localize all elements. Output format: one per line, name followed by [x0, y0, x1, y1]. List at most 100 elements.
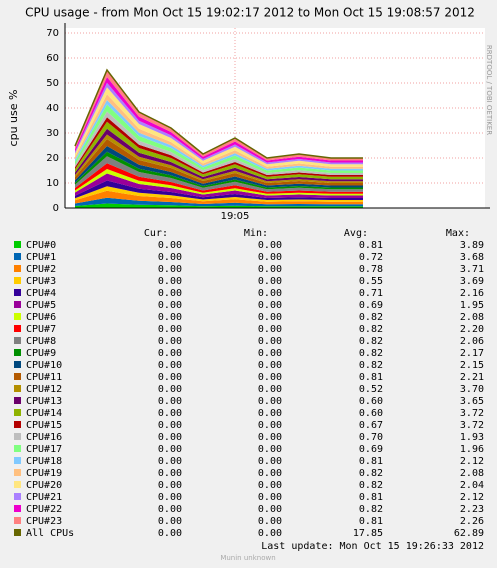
legend-stat: 0.81: [359, 372, 383, 383]
legend-label: CPU#17: [26, 444, 62, 455]
legend-label: CPU#16: [26, 432, 62, 443]
x-tick-label: 19:05: [221, 211, 250, 222]
legend-stat: 0.00: [258, 372, 282, 383]
area: [75, 180, 363, 200]
legend-label: CPU#20: [26, 480, 62, 491]
legend-stat: 2.12: [460, 456, 484, 467]
legend-stat: 3.68: [460, 252, 484, 263]
legend-stat: 3.72: [460, 408, 484, 419]
legend-stat: 0.00: [158, 480, 182, 491]
footer: Munin unknown: [220, 554, 275, 562]
legend-stat: 0.00: [258, 300, 282, 311]
legend-label: CPU#9: [26, 348, 56, 359]
legend-swatch: [14, 289, 21, 296]
legend-stat: 3.89: [460, 240, 484, 251]
legend-swatch: [14, 277, 21, 284]
legend-stat: 0.00: [158, 336, 182, 347]
legend-stat: 2.15: [460, 360, 484, 371]
y-tick-label: 70: [46, 28, 59, 39]
legend-stat: 1.95: [460, 300, 484, 311]
legend-swatch: [14, 529, 21, 536]
area: [75, 121, 363, 180]
legend-stat: 0.00: [258, 408, 282, 419]
legend-stat: 0.52: [359, 384, 383, 395]
legend-swatch: [14, 493, 21, 500]
legend-label: CPU#1: [26, 252, 56, 263]
legend-stat: 2.08: [460, 468, 484, 479]
legend-stat: 0.00: [258, 516, 282, 527]
legend-stat: 0.00: [258, 444, 282, 455]
legend-label: CPU#5: [26, 300, 56, 311]
legend-stat: 2.16: [460, 288, 484, 299]
legend-stat: 1.96: [460, 444, 484, 455]
legend-stat: 0.00: [158, 324, 182, 335]
legend-stat: 0.78: [359, 264, 383, 275]
legend-stat: 0.00: [258, 360, 282, 371]
area: [75, 134, 363, 183]
area: [75, 169, 363, 196]
area: [75, 82, 363, 165]
legend-stat: 0.00: [258, 288, 282, 299]
legend-stat: 0.00: [158, 492, 182, 503]
legend-stat: 3.70: [460, 384, 484, 395]
legend-stat: 0.00: [158, 384, 182, 395]
legend-stat: 0.00: [258, 396, 282, 407]
area: [75, 186, 363, 202]
legend-stat: 3.69: [460, 276, 484, 287]
legend-swatch: [14, 409, 21, 416]
legend-stat: 2.17: [460, 348, 484, 359]
y-tick-label: 20: [46, 153, 59, 164]
legend-label: CPU#19: [26, 468, 62, 479]
legend-stat: 2.20: [460, 324, 484, 335]
legend-swatch: [14, 301, 21, 308]
legend-label: CPU#4: [26, 288, 56, 299]
legend-stat: 0.82: [359, 324, 383, 335]
legend-stat: 62.89: [454, 528, 484, 539]
legend-stat: 0.00: [258, 276, 282, 287]
legend-label: CPU#14: [26, 408, 62, 419]
legend-swatch: [14, 517, 21, 524]
legend-swatch: [14, 445, 21, 452]
area: [75, 104, 363, 173]
legend-swatch: [14, 373, 21, 380]
side-text: RRDTOOL / TOBI OETIKER: [485, 45, 493, 135]
y-axis-label: cpu use %: [7, 90, 20, 147]
total-line: [74, 68, 363, 159]
area: [75, 117, 363, 177]
legend-swatch: [14, 265, 21, 272]
legend-stat: 0.00: [258, 312, 282, 323]
legend-label: CPU#21: [26, 492, 62, 503]
legend-stat: 0.00: [258, 348, 282, 359]
legend-swatch: [14, 241, 21, 248]
legend-label: CPU#10: [26, 360, 62, 371]
legend-stat: 0.72: [359, 252, 383, 263]
legend-label: CPU#6: [26, 312, 56, 323]
area: [75, 111, 363, 175]
legend-stat: 2.21: [460, 372, 484, 383]
legend-stat: 0.00: [258, 384, 282, 395]
y-tick-label: 10: [46, 178, 59, 189]
legend-stat: 0.00: [258, 240, 282, 251]
legend-swatch: [14, 313, 21, 320]
legend-label: CPU#7: [26, 324, 56, 335]
area: [75, 190, 363, 205]
legend-stat: 3.71: [460, 264, 484, 275]
legend-stat: 0.82: [359, 360, 383, 371]
legend-swatch: [14, 433, 21, 440]
legend-stat: 0.60: [359, 396, 383, 407]
legend-stat: 3.72: [460, 420, 484, 431]
area: [75, 197, 363, 207]
area: [75, 139, 363, 186]
legend-swatch: [14, 397, 21, 404]
y-tick-label: 30: [46, 128, 59, 139]
area: [75, 100, 363, 171]
legend-stat: 0.82: [359, 504, 383, 515]
legend-stat: 0.60: [359, 408, 383, 419]
legend-stat: 0.81: [359, 456, 383, 467]
legend-swatch: [14, 505, 21, 512]
legend-stat: 0.69: [359, 444, 383, 455]
legend-stat: 0.82: [359, 336, 383, 347]
legend-stat: 0.00: [258, 492, 282, 503]
legend-stat: 0.81: [359, 240, 383, 251]
